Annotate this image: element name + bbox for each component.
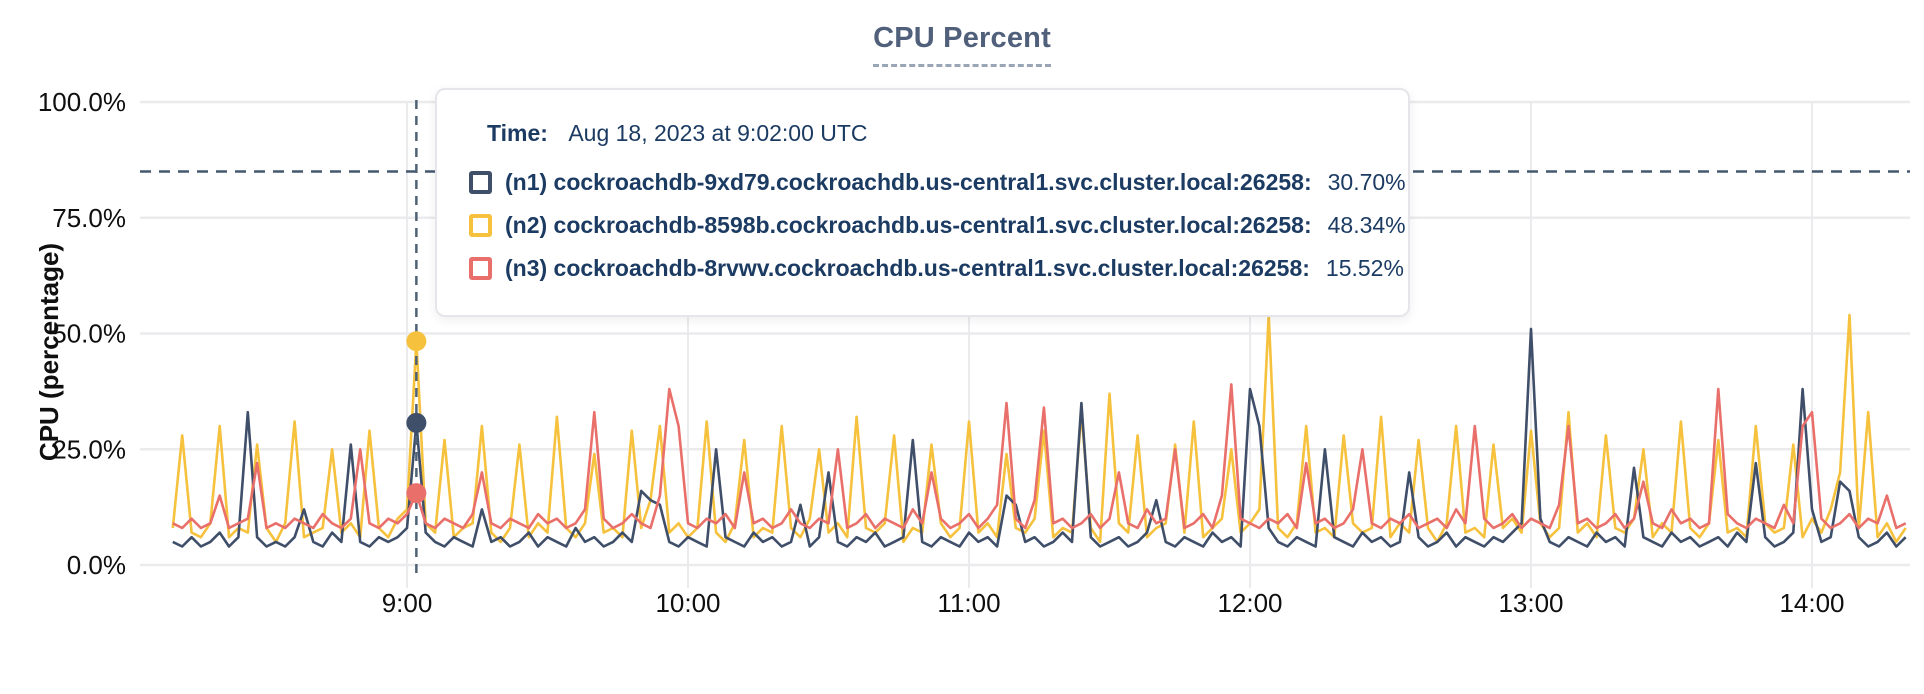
- series-marker-icon: [469, 214, 492, 237]
- series-line-n2: [171, 313, 1907, 544]
- hover-point-n3: [406, 483, 427, 504]
- x-tick-label: 12:00: [1217, 588, 1282, 618]
- series-marker-icon: [469, 257, 492, 280]
- tooltip-series-row-n2: (n2) cockroachdb-8598b.cockroachdb.us-ce…: [469, 204, 1406, 247]
- tooltip-series-row-n1: (n1) cockroachdb-9xd79.cockroachdb.us-ce…: [469, 161, 1406, 204]
- y-tick-label: 50.0%: [52, 319, 126, 349]
- tooltip-series-list: (n1) cockroachdb-9xd79.cockroachdb.us-ce…: [469, 161, 1406, 290]
- hover-point-n1: [406, 412, 427, 433]
- chart-header: CPU Percent: [0, 22, 1924, 67]
- series-marker-icon: [469, 171, 492, 194]
- x-tick-label: 14:00: [1779, 588, 1844, 618]
- x-tick-label: 11:00: [937, 588, 1000, 618]
- chart-title: CPU Percent: [873, 22, 1051, 67]
- series-line-n1: [172, 327, 1907, 548]
- series-label: (n2) cockroachdb-8598b.cockroachdb.us-ce…: [505, 212, 1312, 238]
- hover-point-n2: [406, 331, 427, 352]
- y-tick-label: 0.0%: [67, 550, 126, 580]
- series-value: 15.52%: [1325, 255, 1404, 281]
- tooltip-time-label: Time:: [487, 120, 548, 146]
- series-line-n3: [172, 383, 1907, 530]
- y-tick-label: 25.0%: [52, 434, 126, 464]
- y-tick-label: 100.0%: [38, 87, 126, 117]
- y-axis-title: CPU (percentage): [34, 243, 64, 461]
- tooltip-series-row-n3: (n3) cockroachdb-8rvwv.cockroachdb.us-ce…: [469, 247, 1404, 290]
- x-tick-label: 9:00: [382, 588, 433, 618]
- tooltip-time-row: Time: Aug 18, 2023 at 9:02:00 UTC: [487, 120, 1388, 147]
- series-value: 30.70%: [1327, 169, 1406, 195]
- chart-hover-tooltip: Time: Aug 18, 2023 at 9:02:00 UTC (n1) c…: [435, 88, 1410, 317]
- series-value: 48.34%: [1327, 212, 1406, 238]
- series-label: (n1) cockroachdb-9xd79.cockroachdb.us-ce…: [505, 169, 1312, 195]
- tooltip-time-value: Aug 18, 2023 at 9:02:00 UTC: [568, 120, 868, 146]
- y-tick-label: 75.0%: [52, 203, 126, 233]
- x-tick-label: 10:00: [655, 588, 720, 618]
- x-tick-label: 13:00: [1498, 588, 1563, 618]
- series-label: (n3) cockroachdb-8rvwv.cockroachdb.us-ce…: [505, 255, 1310, 281]
